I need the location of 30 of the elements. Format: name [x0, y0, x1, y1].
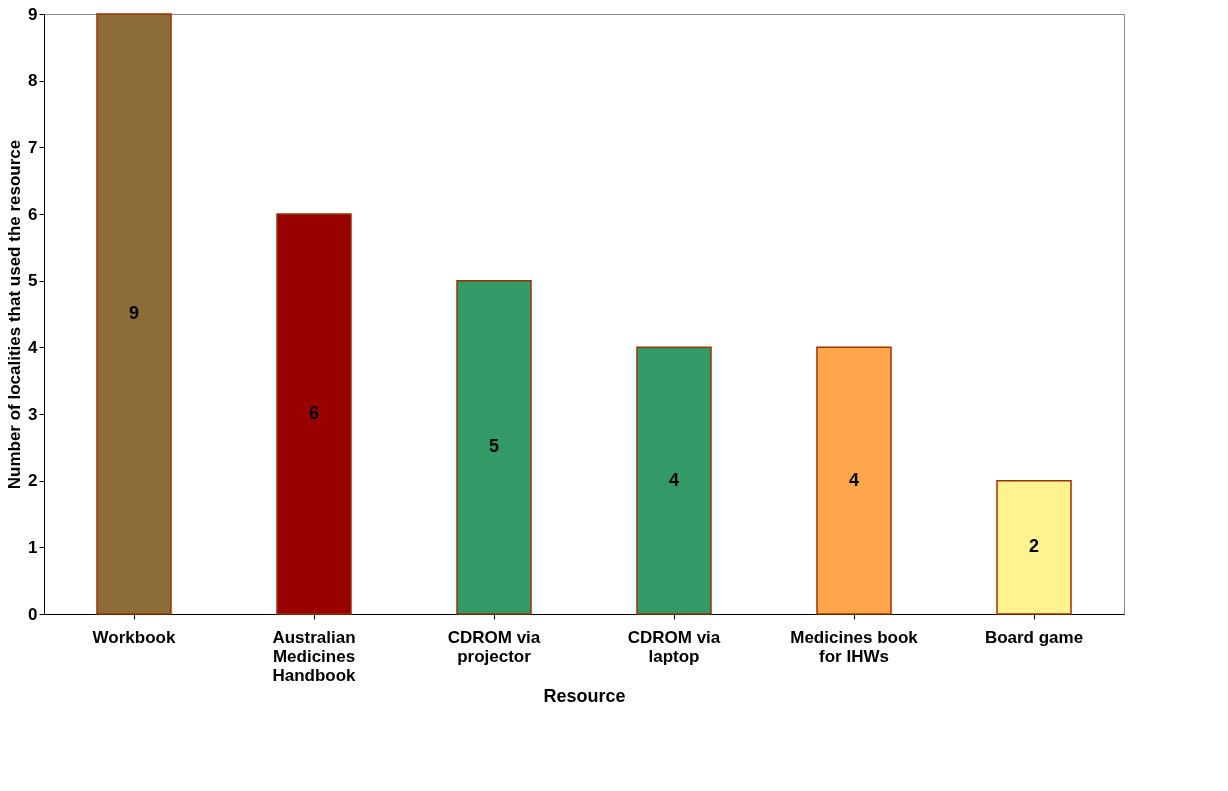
y-tick-label: 4 [28, 337, 39, 357]
x-tick-label: CDROM via projector [447, 627, 541, 666]
x-tick-label: Australian Medicines Handbook [272, 627, 357, 685]
y-tick-label: 9 [28, 4, 38, 24]
y-tick-label: 2 [28, 471, 38, 491]
bar [996, 479, 1072, 615]
y-tick-label: 3 [28, 404, 38, 424]
y-tick-label: 6 [28, 204, 38, 224]
data-label: 4 [848, 469, 860, 490]
data-label: 4 [668, 469, 680, 490]
y-tick-label: 8 [28, 71, 38, 91]
x-tick-label: Medicines book for IHWs [790, 627, 919, 666]
y-tick-label: 5 [28, 271, 38, 291]
bar [636, 346, 712, 615]
bar [96, 13, 172, 615]
data-label: 5 [488, 436, 500, 457]
y-tick-label: 7 [28, 137, 38, 157]
x-axis-title: Resource [543, 685, 626, 706]
y-tick-label: 0 [28, 604, 38, 624]
data-label: 9 [128, 303, 140, 323]
bar [276, 213, 352, 615]
data-label: 2 [1028, 536, 1040, 557]
y-tick-label: 1 [28, 537, 38, 557]
data-label: 6 [308, 403, 320, 423]
y-axis-title: Number of localities that used the resource [5, 139, 25, 490]
x-tick-label: Board game [984, 627, 1084, 647]
bar [456, 279, 532, 615]
x-tick-label: Workbook [92, 627, 176, 647]
bar [816, 346, 892, 615]
x-tick-label: CDROM via laptop [627, 627, 721, 666]
